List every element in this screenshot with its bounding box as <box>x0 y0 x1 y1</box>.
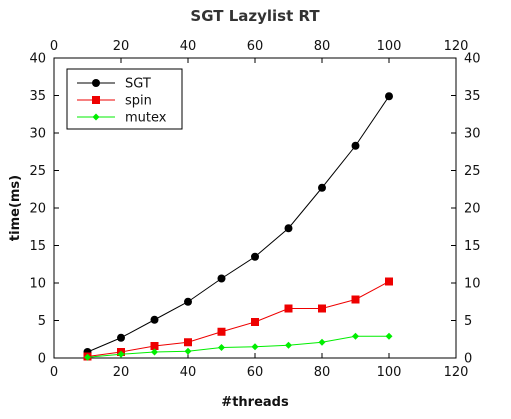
legend-label: spin <box>125 94 152 109</box>
y-tick-label-left: 40 <box>29 52 46 67</box>
x-tick-label-top: 20 <box>113 39 130 54</box>
x-tick-label-bottom: 60 <box>247 365 264 380</box>
x-tick-label-bottom: 120 <box>444 365 469 380</box>
data-point-sgt <box>184 297 192 306</box>
legend-box <box>66 68 183 130</box>
data-point-spin <box>217 327 226 336</box>
data-point-sgt <box>217 274 226 283</box>
x-tick-label-top: 80 <box>314 39 331 54</box>
data-point-spin <box>251 318 259 326</box>
data-point-sgt <box>251 252 259 261</box>
x-tick-label-top: 120 <box>444 39 469 54</box>
data-point-spin <box>318 304 326 313</box>
x-tick-label-bottom: 100 <box>377 365 402 380</box>
data-point-mutex <box>117 350 125 358</box>
series-line-spin <box>87 281 390 357</box>
data-point-mutex <box>251 343 259 351</box>
legend-item-mutex: mutex <box>77 111 167 126</box>
x-tick-label-top: 100 <box>377 39 402 54</box>
chart-title: SGT Lazylist RT <box>190 7 320 25</box>
y-tick-label-right: 10 <box>464 277 481 292</box>
data-point-sgt <box>318 183 326 192</box>
data-point-mutex <box>218 344 225 351</box>
legend-item-spin: spin <box>77 94 152 109</box>
x-tick-label-bottom: 20 <box>113 365 130 380</box>
legend-marker <box>92 113 100 121</box>
data-point-sgt <box>150 315 159 324</box>
y-tick-label-left: 25 <box>29 164 46 179</box>
x-tick-label-bottom: 80 <box>314 365 331 380</box>
data-point-mutex <box>352 332 359 340</box>
data-point-spin <box>184 338 192 347</box>
y-tick-label-right: 5 <box>464 314 472 329</box>
data-point-spin <box>284 304 293 313</box>
data-point-sgt <box>385 92 393 101</box>
y-tick-label-right: 15 <box>464 239 481 254</box>
legend-marker <box>92 79 100 87</box>
data-point-sgt <box>284 224 293 233</box>
y-tick-label-left: 10 <box>29 277 46 292</box>
legend-marker <box>92 96 100 104</box>
data-point-mutex <box>184 347 192 355</box>
data-point-mutex <box>84 353 91 361</box>
y-tick-label-left: 30 <box>29 127 46 142</box>
y-tick-label-right: 0 <box>464 352 472 367</box>
data-point-spin <box>351 295 360 304</box>
y-tick-label-right: 25 <box>464 164 481 179</box>
y-tick-label-left: 20 <box>29 202 46 217</box>
data-point-spin <box>385 277 393 286</box>
legend-label: SGT <box>125 77 151 92</box>
y-tick-label-left: 5 <box>38 314 46 329</box>
data-point-sgt <box>117 333 125 342</box>
legend-label: mutex <box>125 111 167 126</box>
legend-item-sgt: SGT <box>77 77 151 92</box>
data-point-spin <box>150 342 159 350</box>
data-point-mutex <box>285 341 292 349</box>
series-line-sgt <box>87 95 390 353</box>
series-line-mutex <box>87 335 389 358</box>
y-tick-label-left: 15 <box>29 239 46 254</box>
data-point-sgt <box>351 141 360 150</box>
y-tick-label-right: 20 <box>464 202 481 217</box>
x-tick-label-bottom: 0 <box>50 365 58 380</box>
y-axis-label: time(ms) <box>8 175 23 241</box>
data-point-mutex <box>151 348 158 356</box>
legend: SGT spin mutex <box>66 68 183 130</box>
y-tick-label-right: 35 <box>464 89 481 104</box>
y-tick-label-left: 35 <box>29 89 46 104</box>
data-point-mutex <box>385 332 393 340</box>
x-tick-label-top: 40 <box>180 39 197 54</box>
x-tick-label-bottom: 40 <box>180 365 197 380</box>
x-tick-label-top: 60 <box>247 39 264 54</box>
x-tick-label-top: 0 <box>50 39 58 54</box>
x-axis-label: #threads <box>221 395 289 410</box>
y-tick-label-right: 30 <box>464 127 481 142</box>
data-point-mutex <box>318 338 326 346</box>
y-tick-label-left: 0 <box>38 352 46 367</box>
y-tick-label-right: 40 <box>464 52 481 67</box>
